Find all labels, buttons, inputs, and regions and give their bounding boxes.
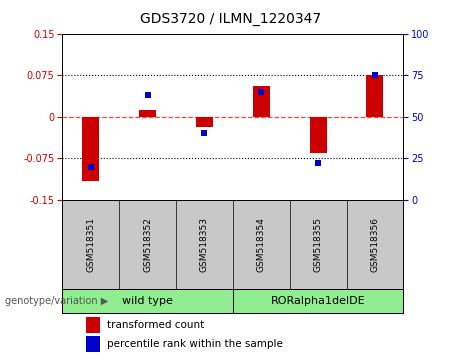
Bar	[82, 117, 99, 181]
Text: RORalpha1delDE: RORalpha1delDE	[271, 296, 366, 306]
Text: GSM518351: GSM518351	[86, 217, 95, 272]
Text: GSM518355: GSM518355	[313, 217, 323, 272]
Text: GDS3720 / ILMN_1220347: GDS3720 / ILMN_1220347	[140, 12, 321, 27]
Text: genotype/variation ▶: genotype/variation ▶	[5, 296, 108, 306]
Bar	[86, 336, 100, 352]
Bar	[62, 289, 233, 313]
Bar	[233, 289, 403, 313]
Bar	[86, 317, 100, 333]
Bar	[366, 75, 384, 117]
Text: GSM518354: GSM518354	[257, 217, 266, 272]
Bar	[196, 117, 213, 127]
Text: wild type: wild type	[122, 296, 173, 306]
Text: GSM518352: GSM518352	[143, 217, 152, 272]
Text: GSM518353: GSM518353	[200, 217, 209, 272]
Bar	[253, 86, 270, 117]
Text: percentile rank within the sample: percentile rank within the sample	[106, 339, 283, 349]
Text: GSM518356: GSM518356	[371, 217, 379, 272]
Bar	[310, 117, 326, 153]
Text: transformed count: transformed count	[106, 320, 204, 330]
Bar	[139, 110, 156, 117]
